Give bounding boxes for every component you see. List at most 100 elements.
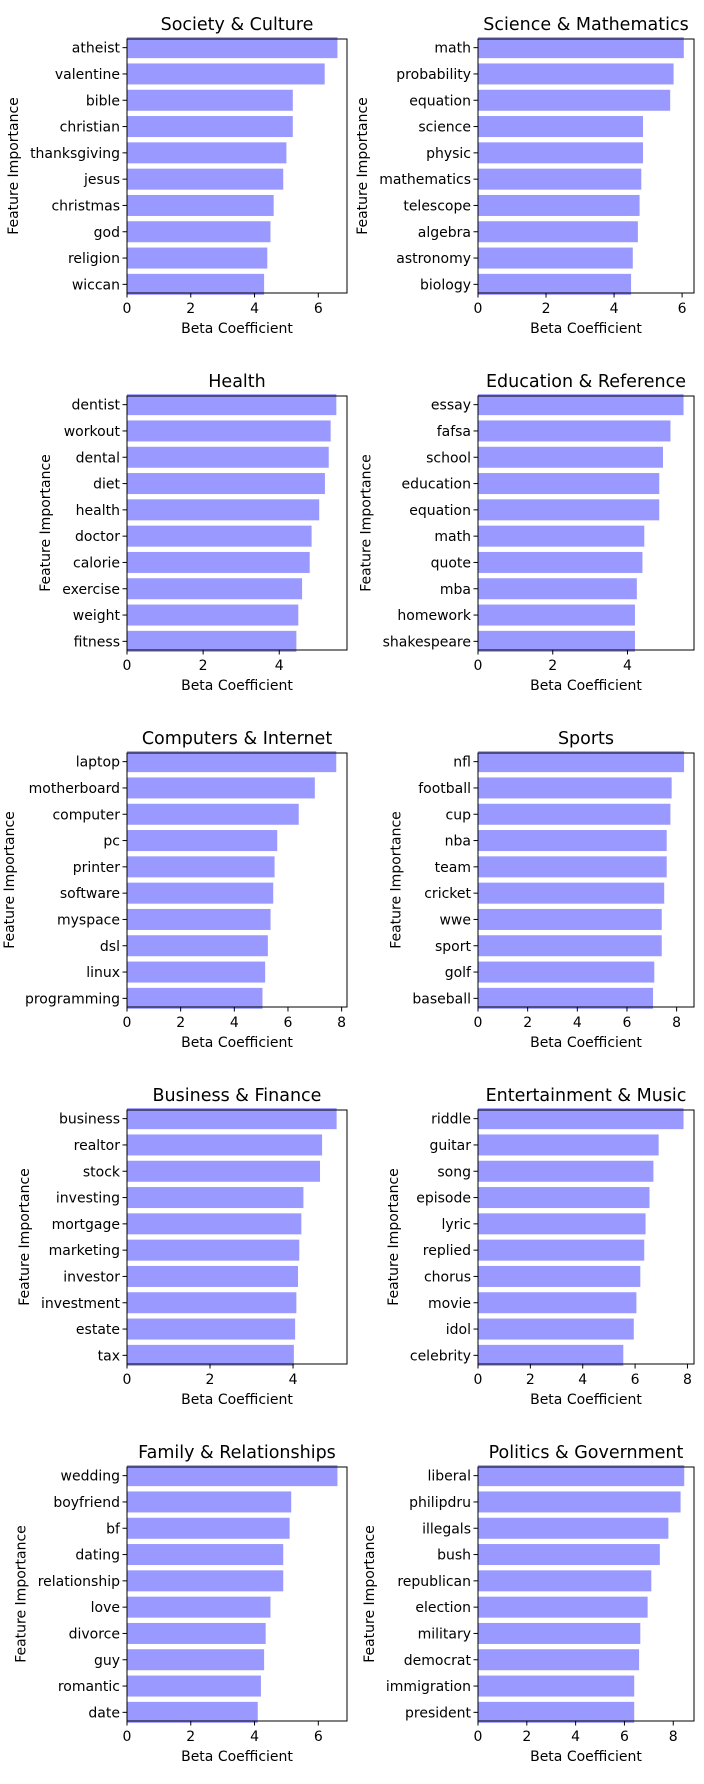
y-tick-label: jesus [83,172,120,188]
y-tick-label: episode [416,1191,471,1207]
x-tick-label: 8 [669,1729,678,1745]
x-tick-label: 6 [314,301,323,317]
bar-religion [127,247,268,269]
bar-riddle [478,1108,684,1130]
y-tick-label: education [402,477,471,493]
x-tick-label: 4 [578,1372,587,1388]
y-axis-label: Feature Importance [386,1168,402,1306]
y-tick-label: linux [86,965,120,981]
y-tick-label: military [418,1626,471,1642]
bar-computer [127,803,299,825]
bar-calorie [127,551,310,573]
bar-bible [127,89,293,111]
y-tick-label: telescope [403,198,471,214]
y-tick-label: replied [423,1243,471,1259]
bar-laptop [127,751,337,773]
y-tick-label: bible [86,93,120,109]
y-tick-label: republican [397,1574,471,1590]
y-tick-label: cricket [424,886,471,902]
x-tick-label: 6 [623,1015,632,1031]
x-tick-label: 2 [206,1372,215,1388]
y-tick-label: dsl [100,939,120,955]
bar-business [127,1108,337,1130]
y-tick-label: math [434,529,471,545]
bar-wedding [127,1465,338,1487]
y-tick-label: marketing [49,1243,120,1259]
x-axis-label: Beta Coefficient [181,1392,293,1408]
y-tick-label: nfl [453,755,471,771]
bar-song [478,1160,654,1182]
y-tick-label: physic [426,146,471,162]
bar-atheist [127,37,338,59]
y-tick-label: computer [52,807,120,823]
axes-frame [477,395,695,651]
y-axis-label: Feature Importance [17,1168,33,1306]
y-tick-label: fitness [74,634,120,650]
y-tick-label: exercise [62,582,120,598]
y-tick-label: bush [437,1548,471,1564]
x-axis-label: Beta Coefficient [530,1392,642,1408]
y-axis-label: Feature Importance [388,811,404,949]
bar-republican [478,1570,652,1592]
axes-frame [477,38,695,294]
y-tick-label: movie [428,1296,471,1312]
x-tick-label: 6 [620,1729,629,1745]
y-tick-label: essay [431,398,471,414]
bar-nba [478,830,667,852]
bar-pc [127,830,278,852]
bar-lyric [478,1213,646,1235]
bar-team [478,856,667,878]
x-tick-label: 0 [123,301,132,317]
bar-election [478,1596,648,1618]
bar-health [127,499,320,521]
y-tick-label: illegals [422,1521,471,1537]
y-tick-label: math [434,41,471,57]
y-tick-label: wedding [61,1469,121,1485]
y-tick-label: boyfriend [53,1495,120,1511]
bar-shakespeare [478,630,635,652]
x-tick-label: 4 [289,1372,298,1388]
bar-school [478,446,663,468]
x-axis-label: Beta Coefficient [181,1749,293,1765]
x-axis-label: Beta Coefficient [530,678,642,694]
x-tick-label: 8 [683,1372,692,1388]
y-tick-label: valentine [55,67,120,83]
bar-algebra [478,221,638,243]
bar-workout [127,420,331,442]
bar-dentist [127,394,337,416]
y-tick-label: weight [73,608,121,624]
bar-christmas [127,194,274,216]
y-tick-label: mba [440,582,471,598]
y-axis-label: Feature Importance [38,454,54,592]
y-tick-label: date [88,1705,120,1721]
chart-title: Business & Finance [153,1086,322,1106]
bar-astronomy [478,247,633,269]
x-tick-label: 0 [474,301,483,317]
y-axis-label: Feature Importance [359,454,375,592]
x-tick-label: 4 [250,1729,259,1745]
y-tick-label: bf [106,1521,121,1537]
y-tick-label: philipdru [409,1495,471,1511]
bar-wwe [478,908,662,930]
bar-education [478,473,660,495]
bar-investor [127,1265,299,1287]
bar-fitness [127,630,297,652]
x-tick-label: 4 [230,1015,239,1031]
y-tick-label: lyric [441,1217,471,1233]
y-tick-label: workout [64,424,121,440]
y-tick-label: dental [76,450,120,466]
x-axis-label: Beta Coefficient [530,1035,642,1051]
y-tick-label: idol [446,1322,471,1338]
bar-liberal [478,1465,685,1487]
y-tick-label: fafsa [437,424,471,440]
y-tick-label: dentist [71,398,120,414]
subplot-9: Family & Relationships wedding boyfriend bf… [14,1443,348,1765]
x-tick-label: 0 [123,1729,132,1745]
subplot-6: Sports nfl football cup nba team cricket wwe spo… [388,729,695,1051]
bar-baseball [478,987,654,1009]
bar-football [478,777,672,799]
bar-essay [478,394,684,416]
y-tick-label: chorus [424,1269,471,1285]
bar-dsl [127,935,268,957]
y-tick-label: mathematics [379,172,471,188]
